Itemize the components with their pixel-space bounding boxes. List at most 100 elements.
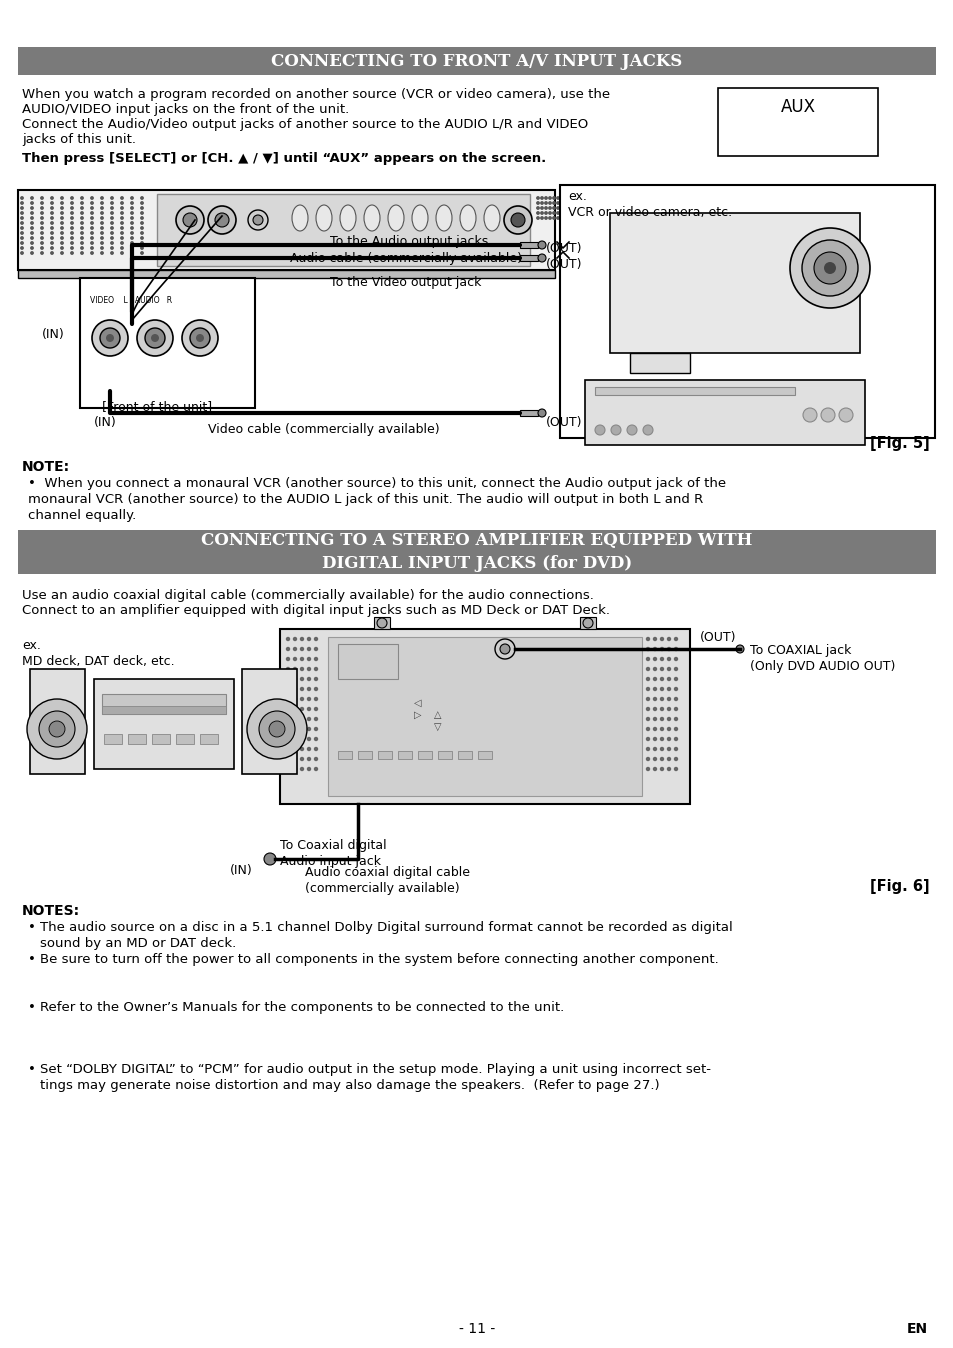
Circle shape [183, 213, 196, 226]
Circle shape [653, 667, 656, 670]
Circle shape [91, 217, 93, 220]
Bar [397, 751, 412, 759]
Circle shape [659, 717, 662, 720]
Circle shape [300, 667, 303, 670]
Circle shape [190, 328, 210, 348]
Circle shape [131, 232, 133, 235]
Circle shape [51, 197, 53, 200]
Circle shape [131, 212, 133, 214]
Circle shape [560, 206, 562, 209]
Circle shape [544, 212, 547, 214]
Circle shape [258, 710, 294, 747]
Circle shape [300, 748, 303, 751]
Circle shape [294, 758, 296, 760]
Circle shape [300, 647, 303, 651]
Bar [477, 751, 492, 759]
Circle shape [30, 212, 33, 214]
Circle shape [300, 767, 303, 771]
Circle shape [667, 638, 670, 640]
Circle shape [61, 241, 63, 244]
Circle shape [667, 748, 670, 751]
Text: Be sure to turn off the power to all components in the system before connecting : Be sure to turn off the power to all com… [40, 953, 718, 967]
Circle shape [552, 202, 555, 204]
Circle shape [286, 697, 289, 701]
Circle shape [659, 658, 662, 661]
Circle shape [91, 247, 93, 249]
Circle shape [300, 717, 303, 720]
Bar [374, 617, 390, 630]
Circle shape [21, 252, 23, 255]
Circle shape [30, 222, 33, 224]
Circle shape [653, 697, 656, 701]
Circle shape [314, 647, 317, 651]
Circle shape [667, 678, 670, 681]
Circle shape [131, 237, 133, 239]
Circle shape [51, 217, 53, 220]
Circle shape [91, 197, 93, 200]
Circle shape [101, 232, 103, 235]
Circle shape [121, 212, 123, 214]
Bar [519, 255, 537, 262]
Circle shape [537, 206, 538, 209]
Circle shape [101, 197, 103, 200]
Circle shape [667, 728, 670, 731]
Circle shape [71, 222, 73, 224]
Circle shape [300, 638, 303, 640]
Circle shape [131, 202, 133, 204]
Circle shape [182, 319, 218, 356]
Circle shape [674, 697, 677, 701]
Circle shape [91, 232, 93, 235]
Circle shape [111, 197, 113, 200]
Circle shape [653, 767, 656, 771]
Circle shape [61, 237, 63, 239]
Circle shape [286, 748, 289, 751]
Circle shape [286, 767, 289, 771]
Circle shape [653, 647, 656, 651]
Circle shape [653, 638, 656, 640]
Circle shape [41, 202, 43, 204]
Circle shape [294, 717, 296, 720]
Circle shape [71, 217, 73, 220]
Circle shape [314, 638, 317, 640]
Circle shape [91, 252, 93, 255]
Circle shape [659, 767, 662, 771]
Circle shape [286, 678, 289, 681]
Circle shape [314, 678, 317, 681]
Circle shape [659, 708, 662, 710]
Circle shape [41, 217, 43, 220]
Circle shape [557, 202, 558, 204]
Circle shape [568, 206, 571, 209]
Circle shape [30, 206, 33, 209]
Circle shape [131, 217, 133, 220]
Text: Video cable (commercially available): Video cable (commercially available) [208, 423, 439, 435]
Circle shape [61, 226, 63, 229]
Bar [328, 638, 641, 797]
Circle shape [659, 748, 662, 751]
Circle shape [653, 687, 656, 690]
Text: •: • [28, 1064, 36, 1076]
Text: [Fig. 6]: [Fig. 6] [869, 879, 929, 894]
Circle shape [300, 728, 303, 731]
Bar [128, 735, 146, 744]
Circle shape [208, 206, 235, 235]
Circle shape [151, 334, 159, 342]
Text: •: • [28, 921, 36, 934]
Text: NOTE:: NOTE: [22, 460, 71, 474]
Bar [80, 278, 254, 408]
Ellipse shape [412, 205, 428, 231]
Circle shape [294, 667, 296, 670]
Text: AUDIO/VIDEO input jacks on the front of the unit.: AUDIO/VIDEO input jacks on the front of … [22, 102, 349, 116]
Circle shape [61, 217, 63, 220]
Circle shape [101, 217, 103, 220]
Text: VIDEO    L   AUDIO   R: VIDEO L AUDIO R [90, 297, 172, 305]
Circle shape [653, 728, 656, 731]
Circle shape [659, 678, 662, 681]
Ellipse shape [339, 205, 355, 231]
Circle shape [71, 197, 73, 200]
Circle shape [646, 638, 649, 640]
Circle shape [300, 758, 303, 760]
Circle shape [131, 252, 133, 255]
Circle shape [41, 212, 43, 214]
Circle shape [101, 237, 103, 239]
Circle shape [286, 667, 289, 670]
